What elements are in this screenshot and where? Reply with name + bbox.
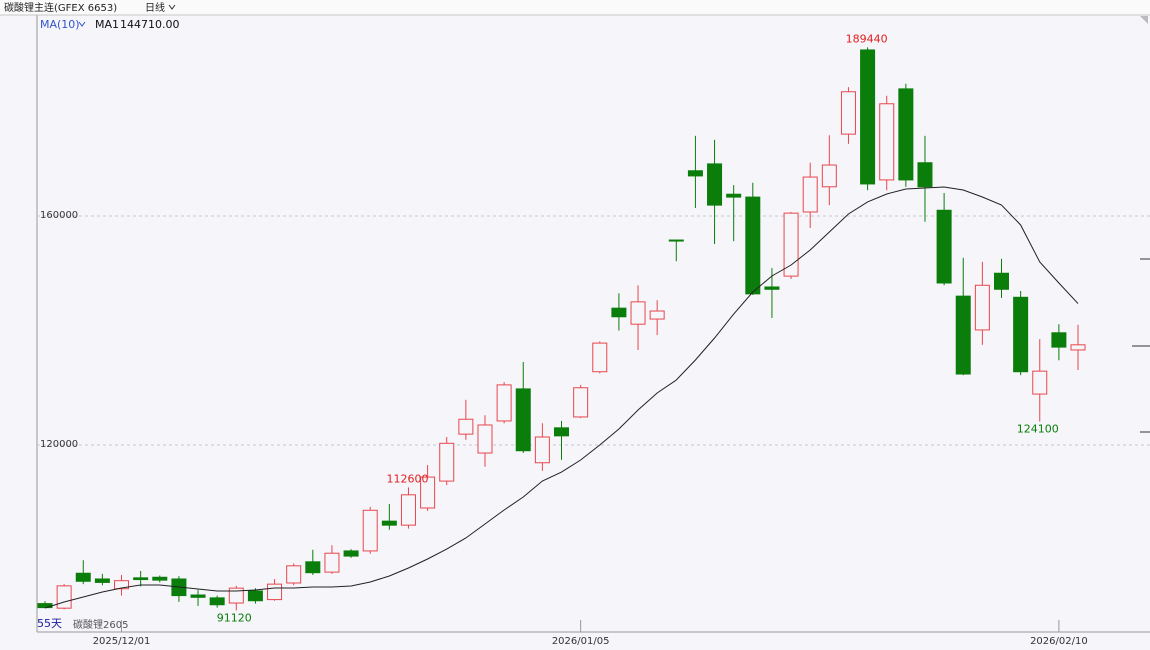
candle-body — [477, 424, 493, 454]
candle-body — [898, 88, 914, 181]
candle-body — [802, 176, 818, 213]
candle-body — [228, 587, 244, 604]
candle-body — [1070, 344, 1086, 351]
chevron — [168, 4, 176, 10]
x-tick-label: 2026/02/10 — [1030, 636, 1088, 647]
candle-body — [37, 603, 53, 609]
candle-body — [592, 342, 608, 373]
candle-body — [745, 196, 761, 295]
chevron — [78, 21, 86, 27]
candle-body — [94, 578, 110, 583]
chart-title: 碳酸锂主连(GFEX 6653) — [4, 1, 117, 14]
indicator-selector[interactable]: MA(10) — [40, 18, 80, 31]
candle-body — [400, 494, 416, 526]
contract-label: 碳酸锂2605 — [73, 618, 128, 631]
candle-body — [1032, 370, 1048, 395]
candle-body — [707, 163, 723, 206]
candle-body — [534, 436, 550, 464]
candle-body — [573, 387, 589, 418]
candle-body — [458, 418, 474, 435]
legend-value: 144710.00 — [120, 18, 180, 31]
max-label: 112600 — [386, 472, 428, 485]
candle-body — [305, 561, 321, 574]
candle-body — [133, 577, 149, 581]
candle-body — [1051, 332, 1067, 348]
candle-body — [860, 49, 876, 185]
candle-body — [630, 301, 646, 325]
candle-body — [917, 162, 933, 188]
candle-body — [343, 550, 359, 557]
candle-body — [783, 212, 799, 277]
candle-body — [267, 583, 283, 601]
candle-body — [324, 552, 340, 573]
candle-body — [687, 170, 703, 177]
candle-body — [974, 284, 990, 331]
candle-body — [726, 193, 742, 198]
candle-body — [515, 388, 531, 452]
candle-body — [381, 520, 397, 526]
candle-body — [420, 476, 436, 509]
x-tick-label: 2025/12/01 — [93, 636, 151, 647]
y-tick-label: 160000 — [40, 210, 78, 221]
candle-body — [362, 509, 378, 552]
candle-body — [668, 239, 684, 242]
candle-body — [209, 597, 225, 606]
candle-body — [879, 103, 895, 181]
candle-body — [1013, 296, 1029, 373]
min-label: 91120 — [217, 611, 252, 624]
candle-body — [190, 594, 206, 598]
header-bar — [0, 0, 1150, 15]
candle-body — [936, 209, 952, 284]
x-tick-label: 2026/01/05 — [552, 636, 610, 647]
candle-body — [649, 310, 665, 320]
candle-body — [554, 427, 570, 437]
ma-line — [44, 186, 1079, 609]
candle-body — [840, 91, 856, 135]
candle-body — [152, 576, 168, 581]
min-label: 124100 — [1017, 423, 1059, 436]
candle-body — [114, 580, 130, 590]
y-tick-label: 120000 — [40, 439, 78, 450]
candle-body — [955, 295, 971, 375]
candle-body — [75, 572, 91, 582]
legend-label: MA1 — [95, 18, 119, 31]
candle-body — [439, 442, 455, 482]
bar-count: 55天 — [37, 617, 62, 630]
candle-body — [821, 164, 837, 188]
candle-body — [496, 384, 512, 422]
candle-body — [611, 307, 627, 318]
candle-body — [764, 286, 780, 290]
candle-body — [286, 565, 302, 584]
candle-body — [994, 272, 1009, 290]
corner-marker — [1140, 16, 1148, 24]
candle-body — [56, 585, 72, 609]
period-selector[interactable]: 日线 — [145, 1, 165, 14]
max-label: 189440 — [846, 32, 888, 45]
candle-body — [247, 590, 263, 602]
